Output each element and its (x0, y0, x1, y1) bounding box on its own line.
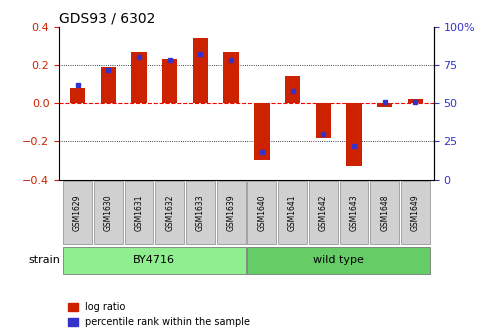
Text: GDS93 / 6302: GDS93 / 6302 (59, 12, 155, 26)
Bar (377, 103, 392, 107)
FancyBboxPatch shape (94, 181, 123, 244)
Bar (193, 38, 208, 103)
Bar (101, 67, 116, 103)
Bar (254, 103, 270, 161)
Legend: log ratio, percentile rank within the sample: log ratio, percentile rank within the sa… (64, 298, 254, 331)
FancyBboxPatch shape (186, 181, 215, 244)
Text: GSM1629: GSM1629 (73, 194, 82, 230)
Text: wild type: wild type (313, 255, 364, 265)
FancyBboxPatch shape (278, 181, 307, 244)
FancyBboxPatch shape (155, 181, 184, 244)
Bar (131, 52, 147, 103)
Bar (70, 88, 85, 103)
Text: GSM1633: GSM1633 (196, 194, 205, 230)
Bar (223, 52, 239, 103)
Text: GSM1630: GSM1630 (104, 194, 113, 230)
Text: GSM1640: GSM1640 (257, 194, 266, 230)
FancyBboxPatch shape (247, 247, 430, 274)
Bar (162, 59, 177, 103)
FancyBboxPatch shape (340, 181, 368, 244)
Bar (408, 99, 423, 103)
Text: GSM1632: GSM1632 (165, 194, 174, 230)
Text: GSM1643: GSM1643 (350, 194, 358, 230)
Text: GSM1642: GSM1642 (319, 194, 328, 230)
FancyBboxPatch shape (125, 181, 153, 244)
Text: GSM1631: GSM1631 (135, 194, 143, 230)
FancyBboxPatch shape (217, 181, 246, 244)
Bar (316, 103, 331, 137)
Text: BY4716: BY4716 (134, 255, 176, 265)
Text: GSM1639: GSM1639 (227, 194, 236, 230)
FancyBboxPatch shape (63, 181, 92, 244)
Text: GSM1648: GSM1648 (380, 194, 389, 230)
FancyBboxPatch shape (247, 181, 276, 244)
Bar (285, 77, 300, 103)
Text: GSM1641: GSM1641 (288, 194, 297, 230)
Text: strain: strain (29, 255, 61, 265)
Text: GSM1649: GSM1649 (411, 194, 420, 230)
FancyBboxPatch shape (370, 181, 399, 244)
FancyBboxPatch shape (63, 247, 246, 274)
Bar (346, 103, 362, 166)
FancyBboxPatch shape (401, 181, 430, 244)
FancyBboxPatch shape (309, 181, 338, 244)
